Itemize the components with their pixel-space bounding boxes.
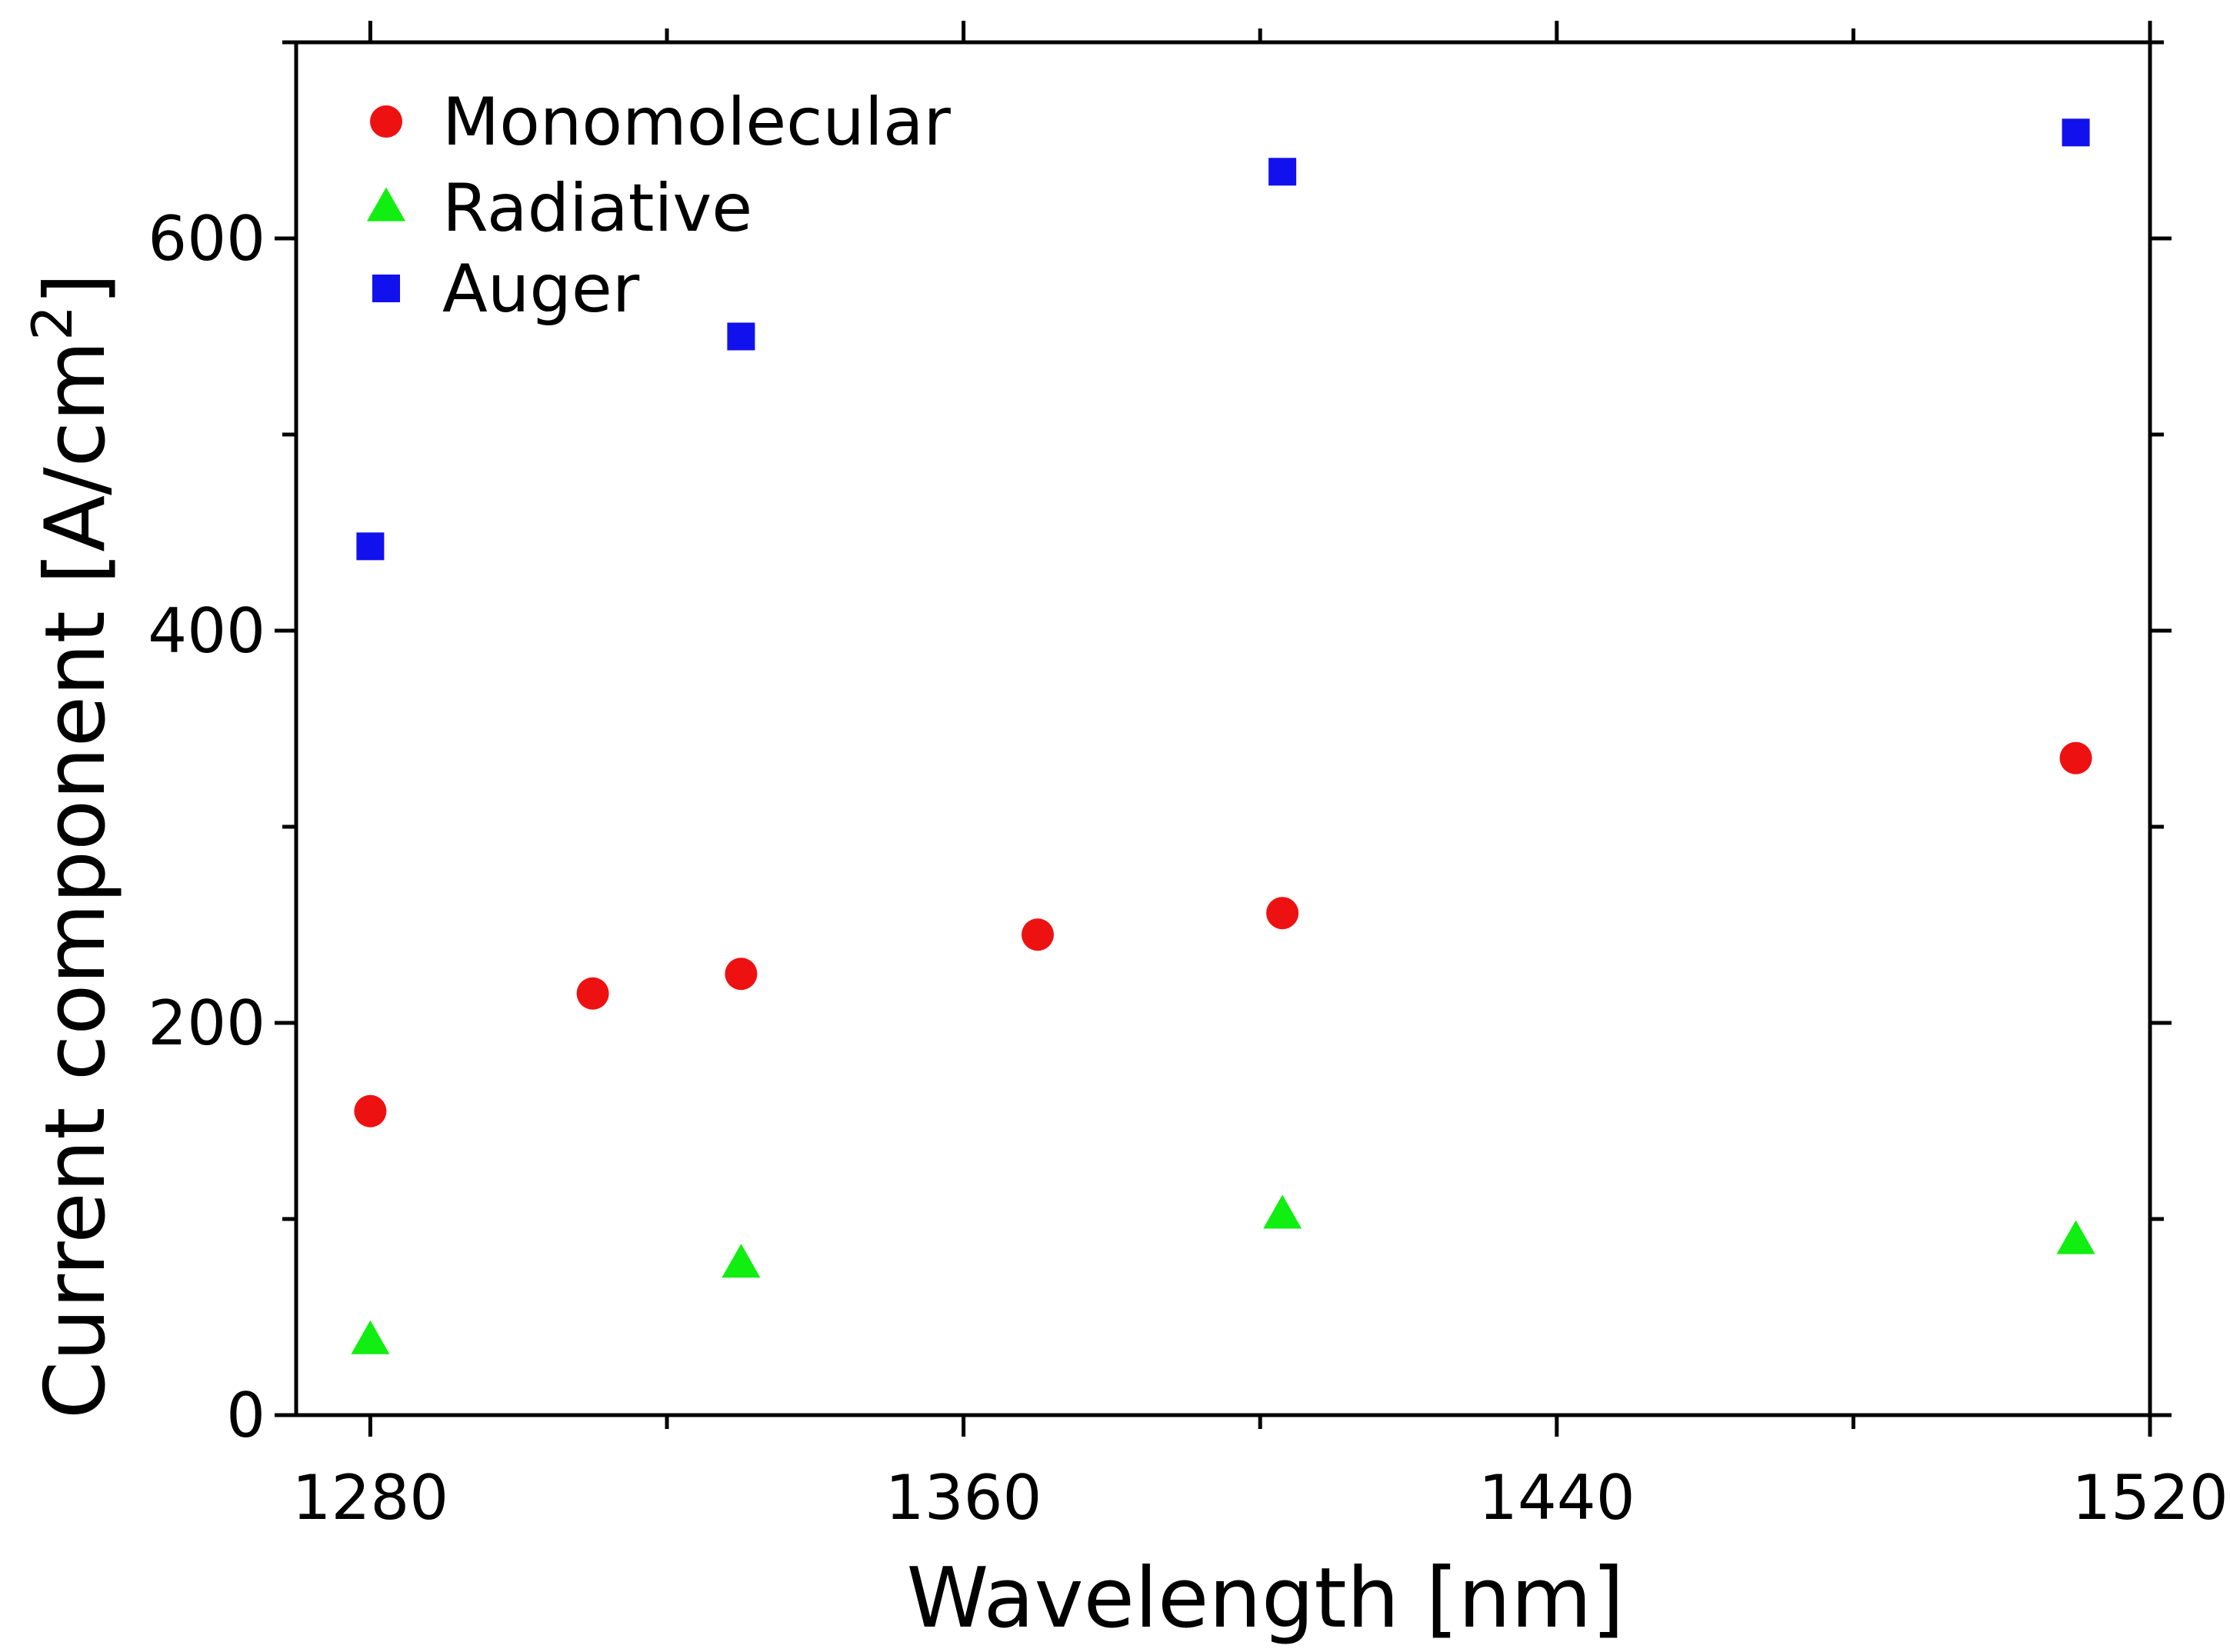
monomolecular-point xyxy=(576,977,609,1010)
monomolecular-point xyxy=(1022,918,1054,951)
x-tick-label: 1520 xyxy=(2072,1462,2228,1534)
y-axis-label-main: Current component [A/cm xyxy=(28,341,124,1419)
monomolecular-point xyxy=(1266,897,1299,930)
x-tick-label: 1360 xyxy=(885,1462,1042,1534)
x-axis-label: Wavelength [nm] xyxy=(907,1550,1625,1647)
axis-tick-labels: 1280 1360 1440 1520 0 200 400 600 xyxy=(148,203,2228,1534)
y-axis-label-end: ] xyxy=(28,273,124,305)
y-tick-label: 200 xyxy=(148,988,265,1059)
y-tick-label: 400 xyxy=(148,595,265,667)
x-tick-label: 1280 xyxy=(292,1462,449,1534)
auger-point xyxy=(727,322,755,351)
legend-radiative-label: Radiative xyxy=(442,170,752,247)
plot-frame xyxy=(294,40,2152,1417)
legend-auger-marker xyxy=(372,275,400,302)
monomolecular-point xyxy=(725,958,758,991)
y-axis-label-superscript: 2 xyxy=(20,305,85,341)
legend-radiative-marker xyxy=(367,187,405,221)
auger-point xyxy=(356,532,385,561)
radiative-point xyxy=(722,1244,761,1278)
auger-point xyxy=(1268,158,1297,186)
radiative-point xyxy=(1263,1194,1302,1229)
y-tick-label: 600 xyxy=(148,203,265,275)
legend-monomolecular-marker xyxy=(370,105,402,138)
y-tick-label: 0 xyxy=(226,1380,265,1451)
auger-point xyxy=(2062,118,2090,147)
legend-auger-label: Auger xyxy=(442,251,640,328)
monomolecular-point xyxy=(354,1094,387,1127)
axis-ticks xyxy=(275,21,2172,1437)
monomolecular-point xyxy=(2059,741,2092,774)
legend-monomolecular-label: Monomolecular xyxy=(442,84,952,161)
radiative-point xyxy=(351,1320,390,1354)
x-tick-label: 1440 xyxy=(1478,1462,1635,1534)
y-axis-label: Current component [A/cm2] xyxy=(20,273,124,1419)
radiative-point xyxy=(2056,1220,2095,1254)
data-points xyxy=(351,118,2095,1354)
